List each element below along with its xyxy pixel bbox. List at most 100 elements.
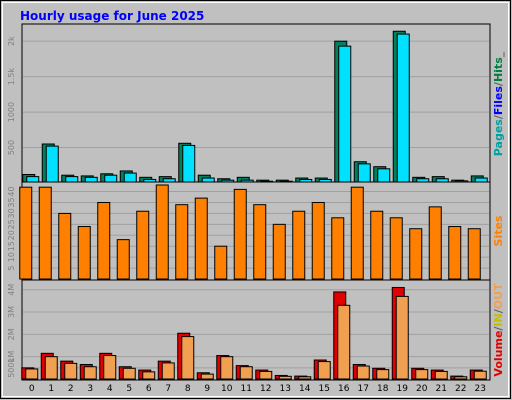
bar-middle-sites-22 — [448, 226, 462, 280]
x-tick-label: 4 — [107, 384, 113, 394]
x-tick-label: 17 — [358, 384, 369, 394]
y-tick-label-middle: 20 — [7, 230, 16, 240]
bar-middle-sites-4 — [97, 201, 111, 280]
y-tick-label-bottom: 3M — [7, 306, 16, 318]
chart-title: Hourly usage for June 2025 — [20, 9, 204, 23]
legend-part-top-1: / — [492, 114, 505, 119]
bar-bottom-out-22 — [454, 376, 468, 380]
legend-part-top-3: / — [492, 81, 505, 86]
bar-bottom-out-14 — [298, 376, 312, 380]
bar-bottom-out-2 — [64, 362, 78, 380]
bar-middle-sites-8 — [175, 204, 189, 280]
bar-bottom-out-18 — [376, 369, 390, 380]
bar-bottom-out-0 — [25, 368, 39, 380]
bar-top-files-16 — [338, 45, 352, 184]
bar-middle-sites-5 — [116, 239, 130, 280]
bar-middle-sites-2 — [58, 212, 72, 280]
legend-top: Pages/Files/Hits_ — [492, 51, 505, 156]
y-tick-label-middle: 35 — [7, 197, 16, 207]
bar-bottom-out-1 — [44, 356, 58, 380]
bar-bottom-out-23 — [473, 370, 487, 380]
x-tick-label: 8 — [185, 384, 191, 394]
chart-inner-bevel — [2, 2, 509, 397]
y-tick-label-middle: 5 — [7, 266, 16, 271]
x-tick-label: 11 — [241, 384, 252, 394]
bar-bottom-out-7 — [161, 362, 175, 380]
x-tick-label: 22 — [455, 384, 466, 394]
y-tick-label-bottom: 1M — [7, 351, 16, 363]
bar-bottom-out-5 — [122, 367, 136, 380]
bar-middle-sites-7 — [155, 184, 169, 280]
x-tick-label: 21 — [436, 384, 447, 394]
bar-top-files-17 — [357, 163, 371, 184]
bar-top-files-8 — [182, 144, 196, 184]
bar-bottom-out-11 — [239, 366, 253, 380]
bar-middle-sites-6 — [136, 210, 150, 280]
x-tick-label: 2 — [68, 384, 74, 394]
y-tick-label-top: 500 — [7, 140, 16, 155]
bar-middle-sites-10 — [214, 245, 228, 280]
bar-bottom-out-4 — [103, 355, 117, 380]
legend-part-top-0: Pages — [492, 119, 505, 157]
x-tick-label: 12 — [260, 384, 271, 394]
bar-middle-sites-18 — [370, 210, 384, 280]
bar-middle-sites-3 — [77, 226, 91, 280]
bar-bottom-out-19 — [395, 295, 409, 380]
legend-part-top-5: _ — [492, 51, 505, 57]
legend-part-bottom-4: OUT — [492, 283, 505, 309]
bar-bottom-out-12 — [259, 370, 273, 380]
bar-middle-sites-19 — [389, 217, 403, 280]
y-tick-label-top: 1000 — [7, 102, 16, 122]
x-tick-label: 10 — [221, 384, 233, 394]
x-tick-label: 5 — [126, 384, 132, 394]
x-tick-label: 6 — [146, 384, 152, 394]
x-tick-label: 16 — [338, 384, 350, 394]
plot-area-top — [21, 23, 491, 185]
y-tick-label-middle: 10 — [7, 252, 16, 262]
bar-middle-sites-13 — [272, 223, 286, 280]
x-tick-label: 14 — [299, 384, 311, 394]
y-tick-label-middle: 15 — [7, 241, 16, 251]
bar-middle-sites-14 — [292, 210, 306, 280]
x-tick-label: 15 — [319, 384, 330, 394]
bar-middle-sites-20 — [409, 228, 423, 280]
bar-middle-sites-21 — [428, 206, 442, 280]
x-tick-label: 9 — [204, 384, 210, 394]
bar-bottom-out-17 — [356, 365, 370, 380]
y-tick-label-middle: 40 — [7, 186, 16, 196]
x-tick-label: 20 — [416, 384, 428, 394]
bar-top-files-18 — [377, 168, 391, 184]
y-tick-label-middle: 25 — [7, 219, 16, 229]
x-tick-label: 1 — [48, 384, 54, 394]
bar-bottom-out-10 — [220, 356, 234, 380]
legend-bottom: Volume/IN/OUT — [492, 283, 505, 377]
legend-part-bottom-3: / — [492, 308, 505, 313]
y-tick-label-top: 1.5k — [7, 68, 16, 86]
legend-part-top-2: Files — [492, 86, 505, 116]
legend-middle: Sites — [492, 215, 505, 246]
y-tick-label-middle: 30 — [7, 208, 16, 218]
bar-top-files-19 — [396, 33, 410, 184]
x-tick-label: 7 — [165, 384, 171, 394]
bar-middle-sites-0 — [19, 186, 33, 280]
bar-middle-sites-1 — [38, 186, 52, 280]
bar-middle-sites-11 — [233, 188, 247, 280]
y-tick-label-bottom: 500k — [7, 358, 16, 378]
legend-part-middle-0: Sites — [492, 215, 505, 246]
bar-bottom-out-21 — [434, 370, 448, 380]
x-tick-label: 0 — [29, 384, 35, 394]
bar-middle-sites-12 — [253, 204, 267, 280]
bar-bottom-out-8 — [181, 336, 195, 380]
bar-bottom-out-9 — [200, 373, 214, 380]
bar-middle-sites-15 — [311, 201, 325, 280]
y-tick-label-top: 2k — [7, 36, 16, 46]
x-tick-label: 19 — [397, 384, 409, 394]
bar-middle-sites-16 — [331, 217, 345, 280]
bar-bottom-out-6 — [142, 371, 156, 380]
bar-middle-sites-23 — [467, 228, 481, 280]
bar-top-files-1 — [45, 145, 59, 184]
